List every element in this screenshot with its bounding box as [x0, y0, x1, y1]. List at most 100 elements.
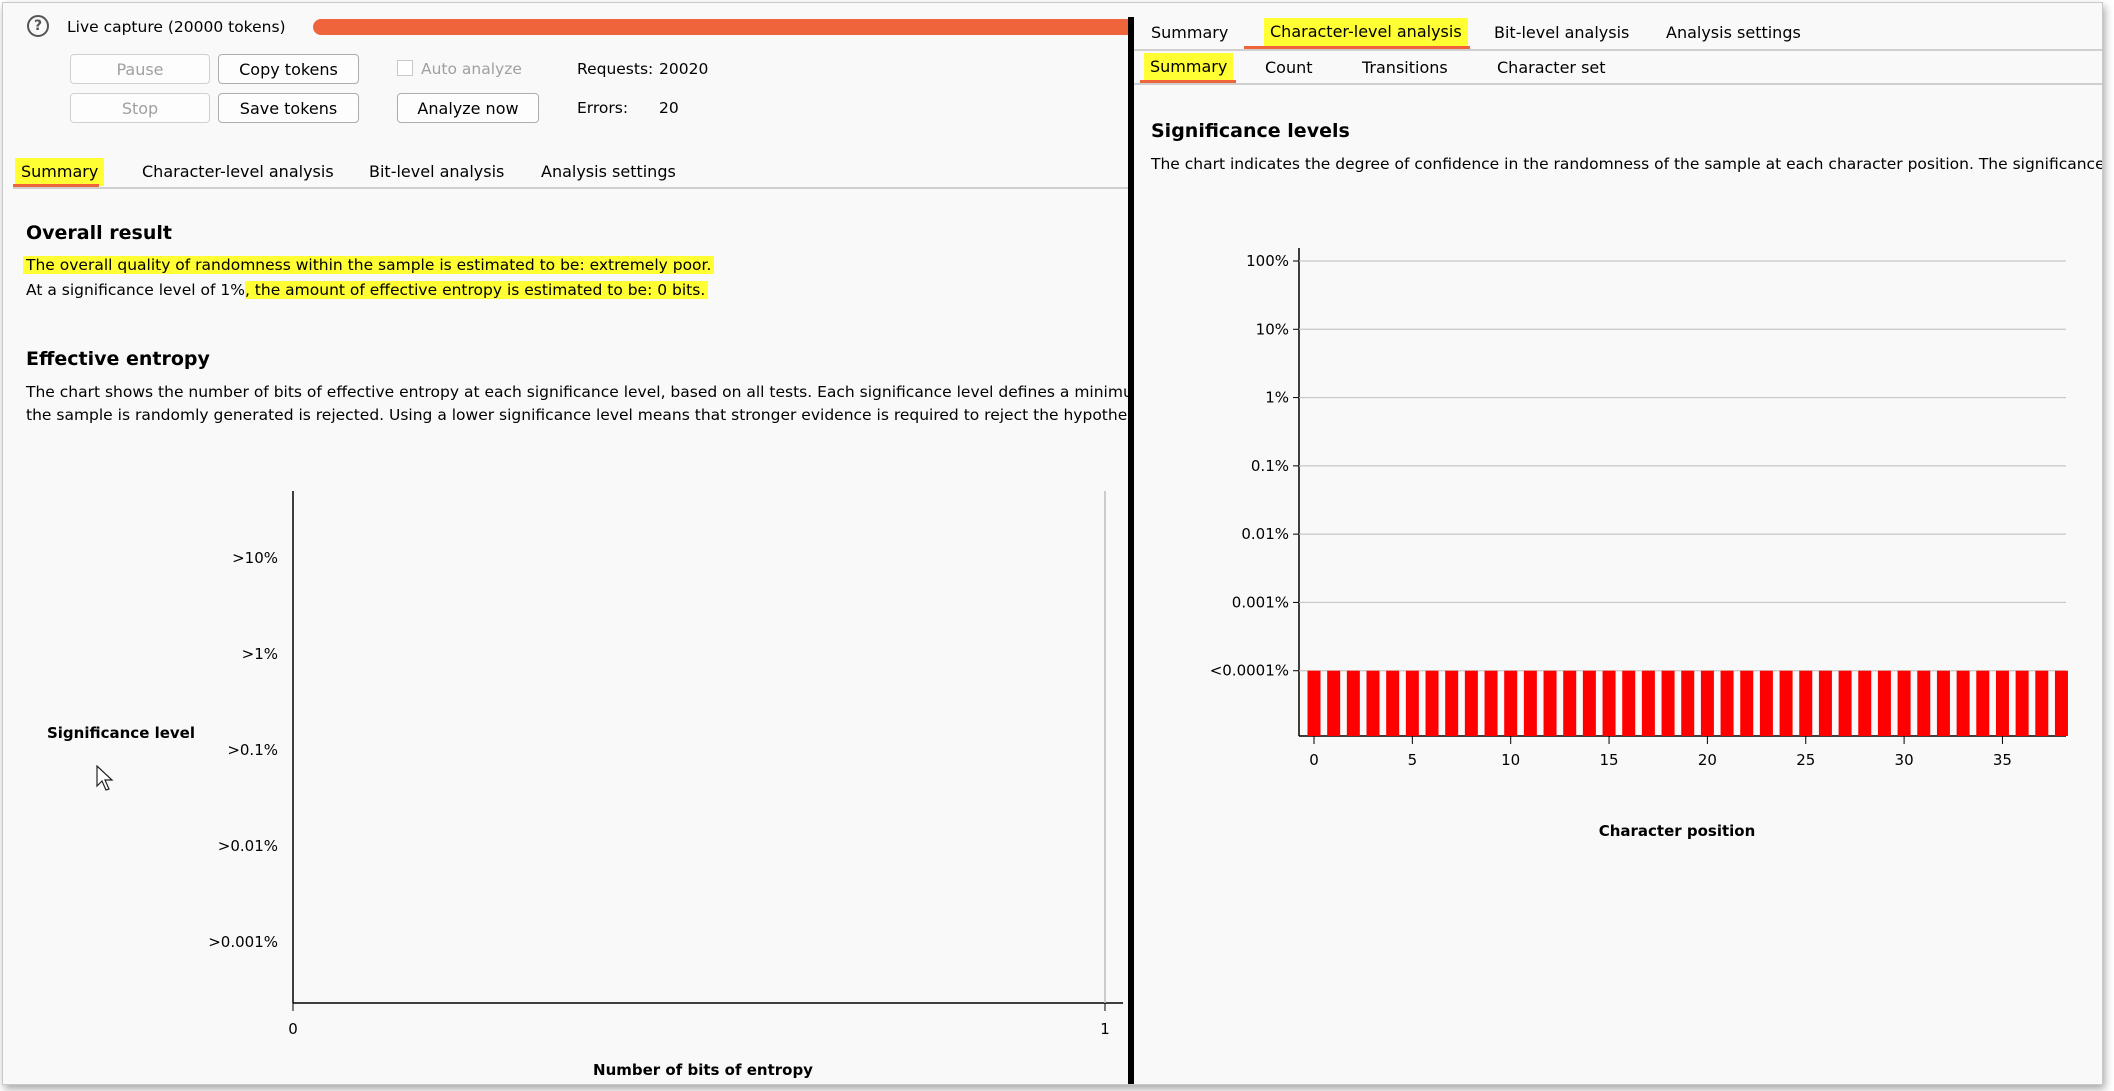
auto-analyze-label: Auto analyze	[421, 60, 522, 78]
bar	[1327, 670, 1341, 736]
copy-tokens-button[interactable]: Copy tokens	[218, 54, 359, 84]
bar	[1307, 670, 1321, 736]
panel-divider	[1128, 17, 1134, 1084]
xtick-label: 0	[1309, 751, 1319, 769]
help-icon[interactable]: ?	[27, 15, 49, 37]
auto-analyze-checkbox[interactable]	[397, 60, 413, 76]
xtick-label: 0	[288, 1020, 298, 1038]
x-axis-label: Number of bits of entropy	[593, 1061, 813, 1079]
xtick-label: 35	[1993, 751, 2012, 769]
requests-value: 20020	[659, 60, 709, 78]
bar	[1366, 670, 1380, 736]
xtick-label: 10	[1501, 751, 1520, 769]
bar	[1956, 670, 1970, 736]
bar	[1720, 670, 1734, 736]
bar	[1464, 670, 1478, 736]
xtick-label: 25	[1796, 751, 1815, 769]
bar	[1661, 670, 1675, 736]
effective-entropy-heading: Effective entropy	[26, 348, 210, 370]
overall-quality-highlight: The overall quality of randomness within…	[23, 256, 715, 274]
right-tab-bit-level-analysis[interactable]: Bit-level analysis	[1494, 23, 1630, 42]
y-axis-label: Significance level	[47, 724, 195, 742]
x-axis-label: Character position	[1599, 822, 1756, 840]
xtick-label: 20	[1698, 751, 1717, 769]
bar	[1405, 670, 1419, 736]
bar	[1425, 670, 1439, 736]
save-tokens-button[interactable]: Save tokens	[218, 93, 359, 123]
bar	[1858, 670, 1872, 736]
subtab-transitions[interactable]: Transitions	[1362, 58, 1448, 77]
bar	[1602, 670, 1616, 736]
bar	[1582, 670, 1596, 736]
bar	[1917, 670, 1931, 736]
bar	[1563, 670, 1577, 736]
bar	[1622, 670, 1636, 736]
subtab-summary[interactable]: Summary	[1144, 53, 1234, 81]
tab-summary[interactable]: Summary	[15, 158, 105, 186]
right-tab-summary[interactable]: Summary	[1151, 23, 1229, 42]
bar	[1504, 670, 1518, 736]
effective-entropy-desc-2: the sample is randomly generated is reje…	[26, 406, 1128, 424]
right-tab-character-level-analysis[interactable]: Character-level analysis	[1264, 18, 1468, 46]
overall-result-heading: Overall result	[26, 222, 172, 244]
ytick-label: >10%	[232, 549, 278, 567]
effective-entropy-desc-1: The chart shows the number of bits of ef…	[26, 383, 1128, 401]
bar	[1740, 670, 1754, 736]
pause-button[interactable]: Pause	[70, 54, 210, 84]
subtab-character-set[interactable]: Character set	[1497, 58, 1606, 77]
subtabs-rule	[1134, 83, 2102, 85]
right-tab-analysis-settings[interactable]: Analysis settings	[1666, 23, 1801, 42]
bar	[1818, 670, 1832, 736]
right-tabs-rule	[1134, 49, 2102, 51]
ytick-label: >0.1%	[227, 741, 278, 759]
ytick-label: 10%	[1256, 320, 1289, 338]
bar	[1897, 670, 1911, 736]
bar	[1543, 670, 1557, 736]
bar	[1484, 670, 1498, 736]
entropy-estimate-text: At a significance level of 1%, the amoun…	[23, 278, 709, 302]
bar	[2015, 670, 2029, 736]
left-panel: ? Live capture (20000 tokens) Pause Copy…	[3, 3, 1128, 1084]
bar	[1799, 670, 1813, 736]
tab-analysis-settings[interactable]: Analysis settings	[541, 162, 676, 181]
stop-button[interactable]: Stop	[70, 93, 210, 123]
ytick-label: 1%	[1265, 389, 1289, 407]
xtick-label: 5	[1408, 751, 1418, 769]
significance-levels-heading: Significance levels	[1151, 120, 1350, 142]
tab-summary-underline	[13, 184, 99, 187]
bar	[1681, 670, 1695, 736]
bar	[1838, 670, 1852, 736]
bar	[2054, 670, 2068, 736]
bar	[1976, 670, 1990, 736]
bar	[1936, 670, 1950, 736]
ytick-label: 0.01%	[1241, 525, 1289, 543]
bar	[1779, 670, 1793, 736]
bar	[1700, 670, 1714, 736]
ytick-label: 100%	[1246, 252, 1289, 270]
effective-entropy-chart: >10% >1% >0.1% >0.01% >0.001% 0 1 Signif…	[47, 491, 1123, 1079]
analyze-now-button[interactable]: Analyze now	[397, 93, 539, 123]
ytick-label: >1%	[242, 645, 278, 663]
requests-label: Requests:	[577, 60, 654, 78]
bar	[1759, 670, 1773, 736]
tab-character-level-analysis[interactable]: Character-level analysis	[142, 162, 334, 181]
xtick-label: 1	[1100, 1020, 1110, 1038]
bar	[1995, 670, 2009, 736]
right-panel: Summary Character-level analysis Bit-lev…	[1134, 3, 2102, 1084]
bar	[1523, 670, 1537, 736]
xtick-label: 15	[1600, 751, 1619, 769]
bar	[1445, 670, 1459, 736]
tab-bit-level-analysis[interactable]: Bit-level analysis	[369, 162, 505, 181]
ytick-label: 0.001%	[1232, 593, 1289, 611]
subtab-count[interactable]: Count	[1265, 58, 1313, 77]
errors-value: 20	[659, 99, 679, 117]
tabs-rule	[13, 187, 1128, 189]
mouse-cursor-icon	[96, 765, 114, 791]
subtab-summary-underline	[1140, 80, 1236, 83]
right-tab-character-level-underline	[1244, 46, 1470, 49]
entropy-estimate-prefix: At a significance level of 1%	[26, 281, 245, 299]
bar	[1386, 670, 1400, 736]
entropy-estimate-highlight: , the amount of effective entropy is est…	[244, 281, 709, 299]
significance-levels-desc: The chart indicates the degree of confid…	[1151, 155, 2102, 173]
ytick-label: <0.0001%	[1210, 662, 1289, 680]
